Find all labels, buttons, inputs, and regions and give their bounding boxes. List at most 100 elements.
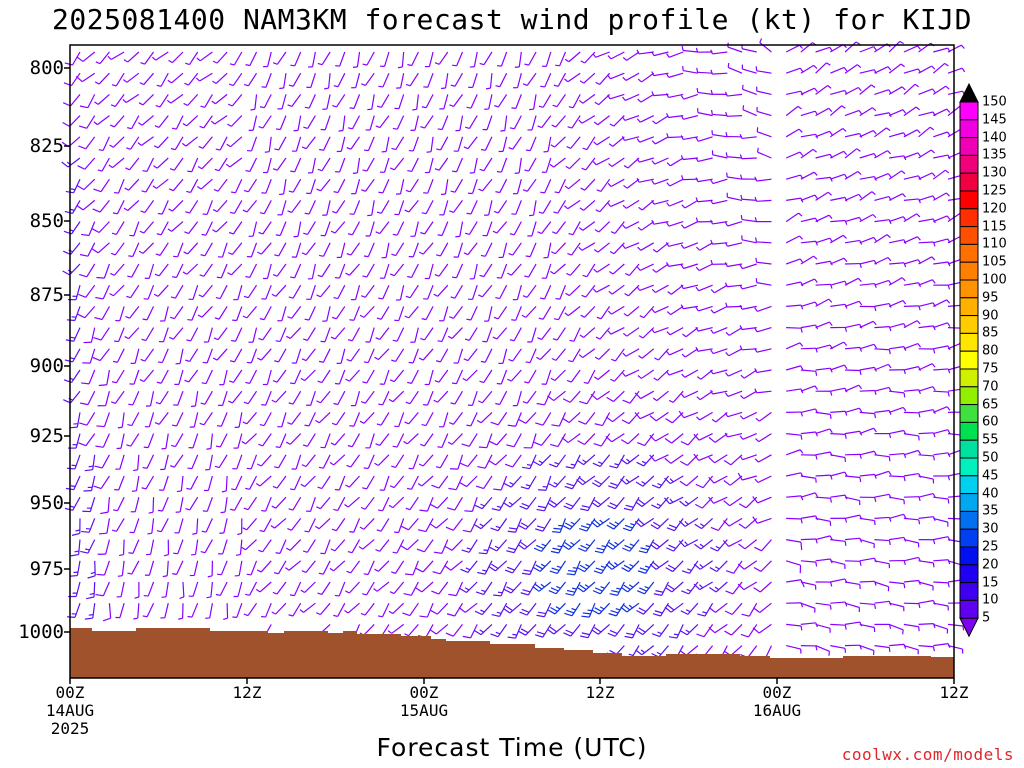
wind-barb xyxy=(844,496,861,506)
wind-barb xyxy=(416,539,434,553)
wind-barb xyxy=(460,560,478,574)
wind-barb xyxy=(592,157,610,166)
wind-barb xyxy=(623,178,640,189)
wind-barb xyxy=(458,602,478,613)
wind-barb xyxy=(594,348,611,360)
wind-barb xyxy=(622,221,640,229)
wind-barb xyxy=(739,304,757,310)
wind-barb xyxy=(84,454,96,472)
wind-barb xyxy=(518,623,537,636)
wind-barb xyxy=(303,221,316,235)
wind-barb xyxy=(508,136,522,150)
wind-barb xyxy=(184,72,199,86)
wind-barb xyxy=(903,175,922,181)
wind-barb xyxy=(725,152,743,159)
wind-barb xyxy=(903,305,921,311)
wind-barb xyxy=(169,157,184,171)
wind-barb xyxy=(537,327,552,341)
wind-barb xyxy=(139,72,155,86)
wind-barb xyxy=(512,391,522,407)
wind-barb xyxy=(201,369,213,385)
wind-barb xyxy=(800,492,819,498)
wind-barb xyxy=(859,107,877,117)
wind-barb xyxy=(83,327,96,344)
wind-barb xyxy=(786,539,803,551)
wind-barb xyxy=(577,433,596,446)
wind-barb xyxy=(82,497,96,513)
wind-barb xyxy=(320,327,331,343)
wind-barb xyxy=(216,412,228,427)
wind-barb xyxy=(620,475,640,485)
wind-barb xyxy=(918,599,936,605)
wind-barb xyxy=(155,242,169,256)
wind-barb xyxy=(548,581,566,595)
wind-barb xyxy=(543,136,552,153)
wind-barb xyxy=(740,215,757,223)
wind-barb xyxy=(115,454,125,470)
wind-barb xyxy=(755,66,772,74)
x-tick-label: 12Z xyxy=(940,684,969,702)
wind-barb xyxy=(666,327,684,336)
wind-barb xyxy=(697,602,714,617)
wind-barb xyxy=(500,115,508,132)
wind-barb xyxy=(651,284,669,294)
wind-barb xyxy=(739,134,757,140)
wind-barb xyxy=(365,433,375,449)
wind-barb xyxy=(449,454,464,470)
wind-barb xyxy=(410,115,419,131)
wind-barb xyxy=(363,348,375,364)
wind-barb xyxy=(448,475,464,491)
wind-barb xyxy=(261,72,272,88)
wind-barb xyxy=(115,306,125,322)
wind-barb xyxy=(205,603,213,619)
wind-barb xyxy=(874,196,892,201)
wind-barb xyxy=(933,261,951,267)
wind-barb xyxy=(933,452,951,458)
wind-barb xyxy=(185,200,199,214)
wind-barb xyxy=(578,221,596,231)
wind-barb xyxy=(918,539,936,545)
wind-barb xyxy=(480,348,493,363)
wind-barb xyxy=(338,115,346,132)
wind-barb xyxy=(830,623,847,630)
wind-barb xyxy=(680,242,699,249)
wind-barb xyxy=(62,115,81,127)
wind-barb xyxy=(376,94,390,108)
wind-barb xyxy=(137,136,154,146)
wind-barb xyxy=(334,369,346,385)
wind-barb xyxy=(288,602,302,617)
wind-barb xyxy=(694,539,713,550)
wind-barb xyxy=(844,216,863,223)
wind-barb xyxy=(437,115,449,131)
wind-barb xyxy=(933,284,951,290)
wind-barb xyxy=(480,136,493,151)
wind-barb xyxy=(459,475,478,488)
wind-barb xyxy=(844,193,863,201)
wind-barb xyxy=(722,539,743,547)
wind-barb xyxy=(285,539,302,551)
wind-barb xyxy=(410,221,419,237)
credit-link[interactable]: coolwx.com/models xyxy=(841,745,1014,764)
wind-barb xyxy=(76,51,96,62)
wind-barb xyxy=(739,433,757,440)
wind-barb xyxy=(376,412,390,426)
wind-barb xyxy=(532,560,552,572)
wind-barb xyxy=(511,94,522,109)
wind-barb xyxy=(786,517,803,524)
wind-barb xyxy=(918,516,936,522)
wind-barb xyxy=(620,433,640,445)
wind-barb xyxy=(391,242,405,257)
wind-barb xyxy=(933,390,950,397)
wind-barb xyxy=(504,560,522,574)
wind-barb xyxy=(605,539,625,550)
wind-barb xyxy=(653,369,669,381)
wind-barb xyxy=(246,242,258,258)
wind-barb xyxy=(693,560,713,570)
wind-barb xyxy=(786,645,802,654)
wind-barb xyxy=(142,454,155,469)
wind-barb xyxy=(741,235,757,244)
wind-barb xyxy=(800,133,819,139)
wind-barb xyxy=(874,645,891,653)
wind-barb xyxy=(727,42,743,53)
wind-barb xyxy=(270,517,287,529)
